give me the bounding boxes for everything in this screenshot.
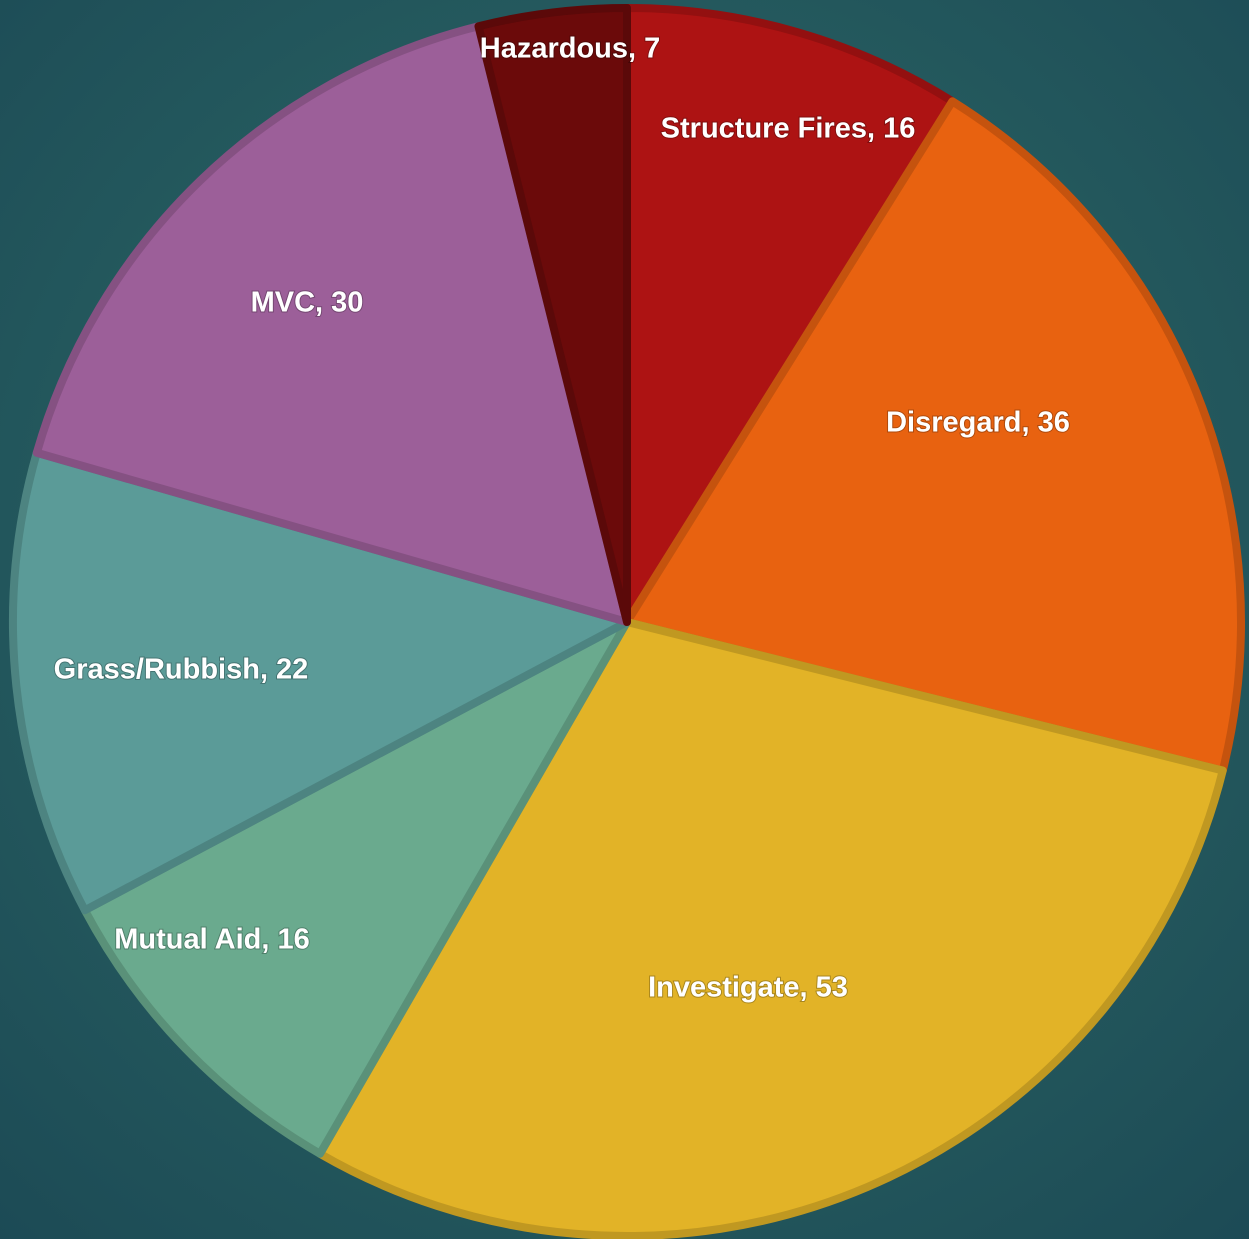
pie-slice: [80, 618, 631, 1158]
pie-slice: [623, 4, 957, 626]
pie-slice: [9, 448, 631, 915]
data-label: Investigate, 53: [648, 972, 848, 1004]
data-label: Grass/Rubbish, 22: [54, 654, 309, 686]
data-label: Structure Fires, 16: [661, 113, 916, 145]
data-label: Hazardous, 7: [480, 33, 661, 65]
labels: Structure Fires, 16 Disregard, 36 Investig…: [53, 32, 1071, 1005]
pie-slice: [32, 22, 631, 626]
data-label: Disregard, 36: [886, 407, 1070, 439]
data-label: Mutual Aid, 16: [114, 924, 310, 956]
slices: [9, 4, 1245, 1239]
pie-slice: [623, 97, 1245, 775]
pie-slice: [474, 4, 631, 626]
pie-slice: [316, 618, 1227, 1239]
data-label: MVC, 30: [251, 287, 364, 319]
